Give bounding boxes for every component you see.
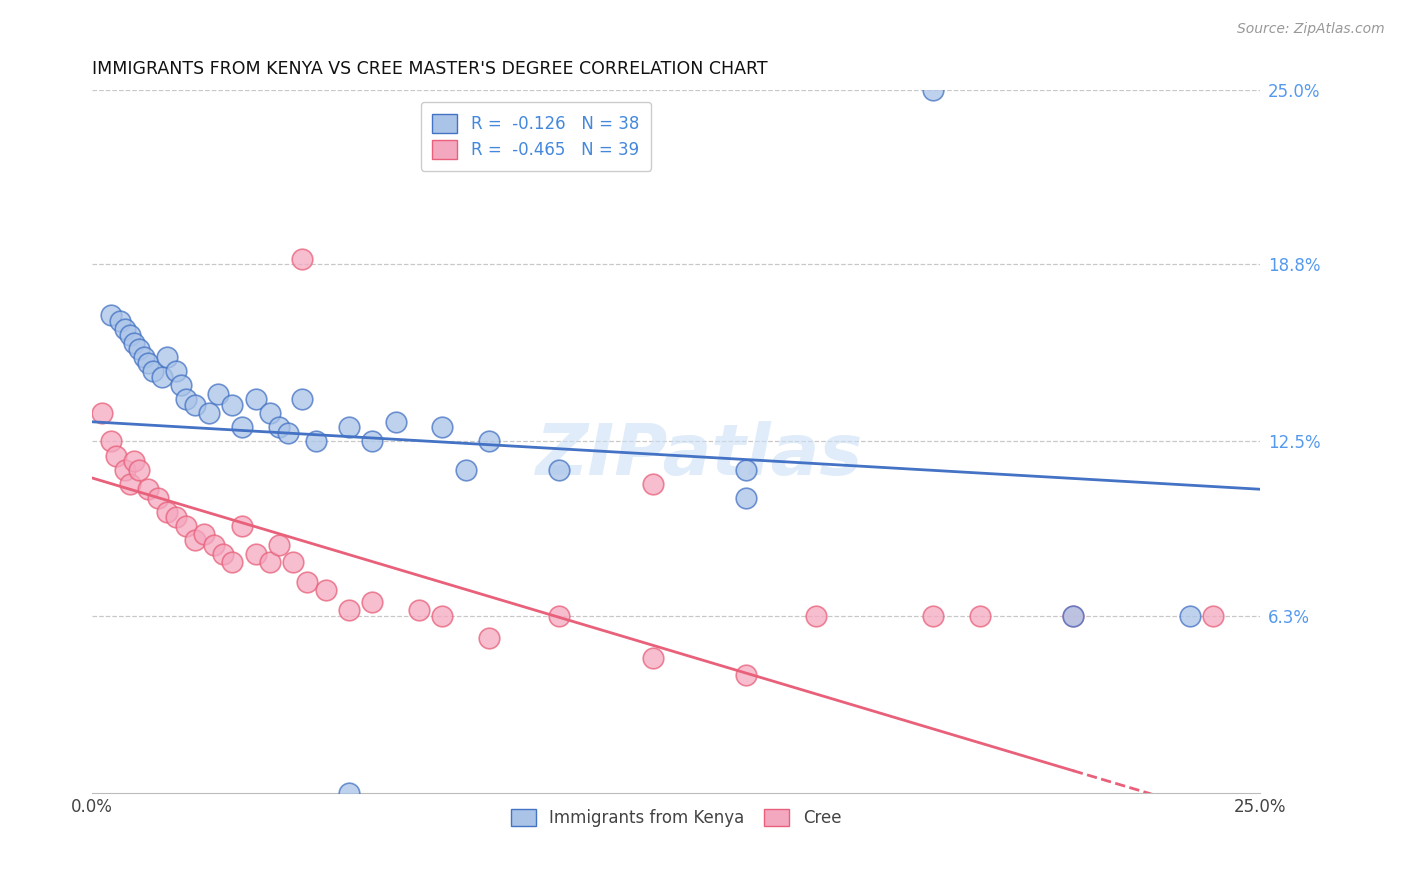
Point xyxy=(1178,608,1201,623)
Point xyxy=(184,398,207,412)
Point xyxy=(267,538,290,552)
Point xyxy=(118,476,141,491)
Point xyxy=(259,406,281,420)
Point xyxy=(184,533,207,547)
Point xyxy=(921,83,943,97)
Point xyxy=(114,462,136,476)
Point xyxy=(128,462,150,476)
Point xyxy=(259,555,281,569)
Point xyxy=(245,547,267,561)
Text: Source: ZipAtlas.com: Source: ZipAtlas.com xyxy=(1237,22,1385,37)
Point xyxy=(1062,608,1084,623)
Point xyxy=(361,434,384,449)
Point xyxy=(174,518,197,533)
Point xyxy=(305,434,328,449)
Point xyxy=(291,252,314,266)
Point xyxy=(146,491,169,505)
Point xyxy=(432,608,454,623)
Point xyxy=(132,350,155,364)
Point xyxy=(267,420,290,434)
Point xyxy=(337,603,360,617)
Point xyxy=(735,667,758,681)
Point xyxy=(221,398,243,412)
Point xyxy=(100,308,122,322)
Point xyxy=(478,631,501,645)
Point xyxy=(207,386,229,401)
Point xyxy=(202,538,225,552)
Point xyxy=(118,327,141,342)
Point xyxy=(221,555,243,569)
Point xyxy=(122,336,145,351)
Point xyxy=(548,608,571,623)
Point xyxy=(641,476,664,491)
Point xyxy=(478,434,501,449)
Point xyxy=(165,510,187,524)
Point xyxy=(170,378,193,392)
Point xyxy=(969,608,991,623)
Point xyxy=(337,786,360,800)
Point xyxy=(432,420,454,434)
Point xyxy=(291,392,314,407)
Point xyxy=(361,594,384,608)
Point xyxy=(198,406,221,420)
Point xyxy=(384,415,406,429)
Point xyxy=(1062,608,1084,623)
Point xyxy=(231,518,253,533)
Point xyxy=(281,555,304,569)
Point xyxy=(156,350,179,364)
Point xyxy=(804,608,827,623)
Point xyxy=(128,342,150,356)
Point xyxy=(277,425,299,440)
Text: IMMIGRANTS FROM KENYA VS CREE MASTER'S DEGREE CORRELATION CHART: IMMIGRANTS FROM KENYA VS CREE MASTER'S D… xyxy=(93,60,768,78)
Point xyxy=(174,392,197,407)
Point xyxy=(337,420,360,434)
Point xyxy=(136,356,159,370)
Point xyxy=(245,392,267,407)
Point xyxy=(454,462,477,476)
Legend: Immigrants from Kenya, Cree: Immigrants from Kenya, Cree xyxy=(505,802,848,833)
Point xyxy=(142,364,165,378)
Point xyxy=(108,313,131,327)
Point xyxy=(641,650,664,665)
Point xyxy=(735,491,758,505)
Point xyxy=(735,462,758,476)
Point xyxy=(548,462,571,476)
Point xyxy=(165,364,187,378)
Point xyxy=(156,505,179,519)
Point xyxy=(114,322,136,336)
Point xyxy=(408,603,430,617)
Point xyxy=(921,608,943,623)
Point xyxy=(1202,608,1225,623)
Point xyxy=(136,482,159,496)
Point xyxy=(212,547,235,561)
Point xyxy=(231,420,253,434)
Point xyxy=(100,434,122,449)
Point xyxy=(122,454,145,468)
Point xyxy=(193,527,215,541)
Point xyxy=(315,583,337,598)
Point xyxy=(104,449,127,463)
Point xyxy=(295,574,318,589)
Text: ZIPatlas: ZIPatlas xyxy=(536,421,863,490)
Point xyxy=(90,406,112,420)
Point xyxy=(150,369,173,384)
